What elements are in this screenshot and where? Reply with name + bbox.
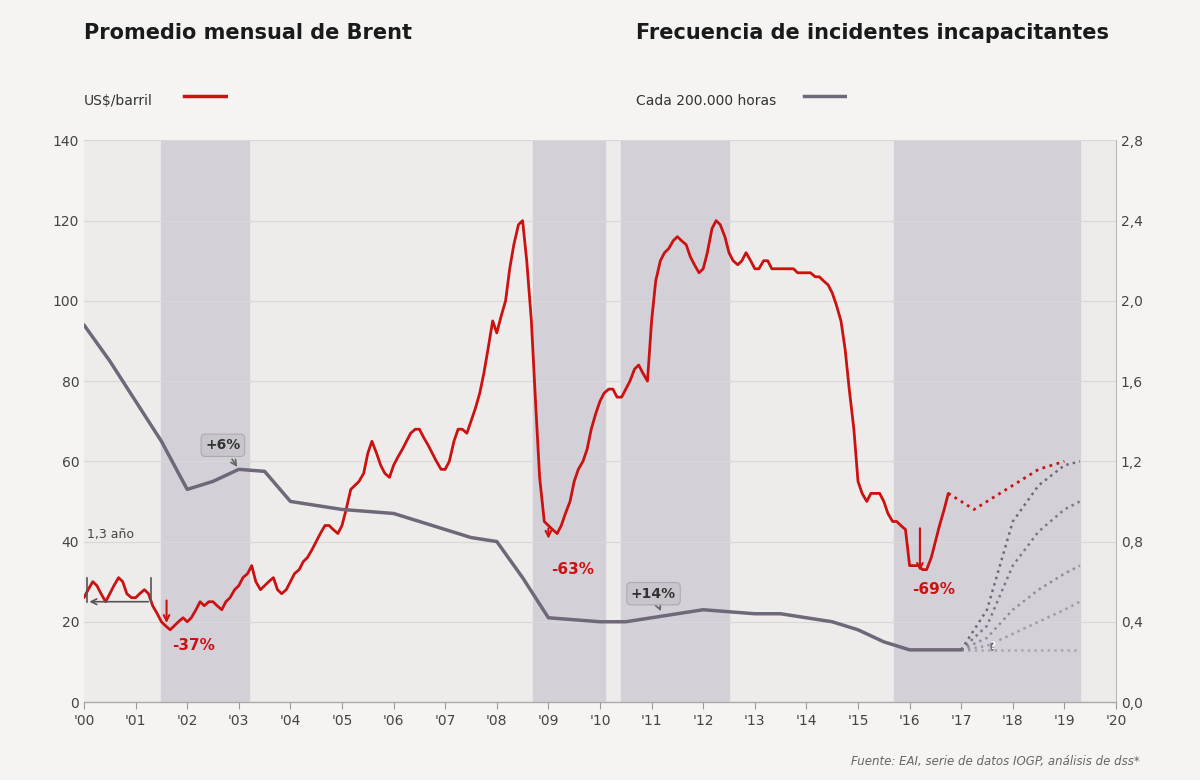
Circle shape	[991, 641, 994, 651]
Text: Fuente: EAI, serie de datos IOGP, análisis de dss*: Fuente: EAI, serie de datos IOGP, anális…	[851, 755, 1140, 768]
Bar	[620, 140, 730, 702]
Text: -63%: -63%	[551, 562, 594, 576]
Text: 1,3 año: 1,3 año	[86, 527, 133, 541]
Text: ?: ?	[989, 641, 996, 651]
Bar	[533, 140, 605, 702]
Text: +14%: +14%	[631, 587, 676, 609]
Text: +6%: +6%	[205, 438, 240, 466]
Text: Cada 200.000 horas: Cada 200.000 horas	[636, 94, 776, 108]
Bar	[162, 140, 250, 702]
Text: US$/barril: US$/barril	[84, 94, 152, 108]
Text: -69%: -69%	[912, 582, 955, 597]
Bar	[894, 140, 1080, 702]
Text: Promedio mensual de Brent: Promedio mensual de Brent	[84, 23, 412, 44]
Text: -37%: -37%	[172, 638, 215, 653]
Text: Frecuencia de incidentes incapacitantes: Frecuencia de incidentes incapacitantes	[636, 23, 1109, 44]
